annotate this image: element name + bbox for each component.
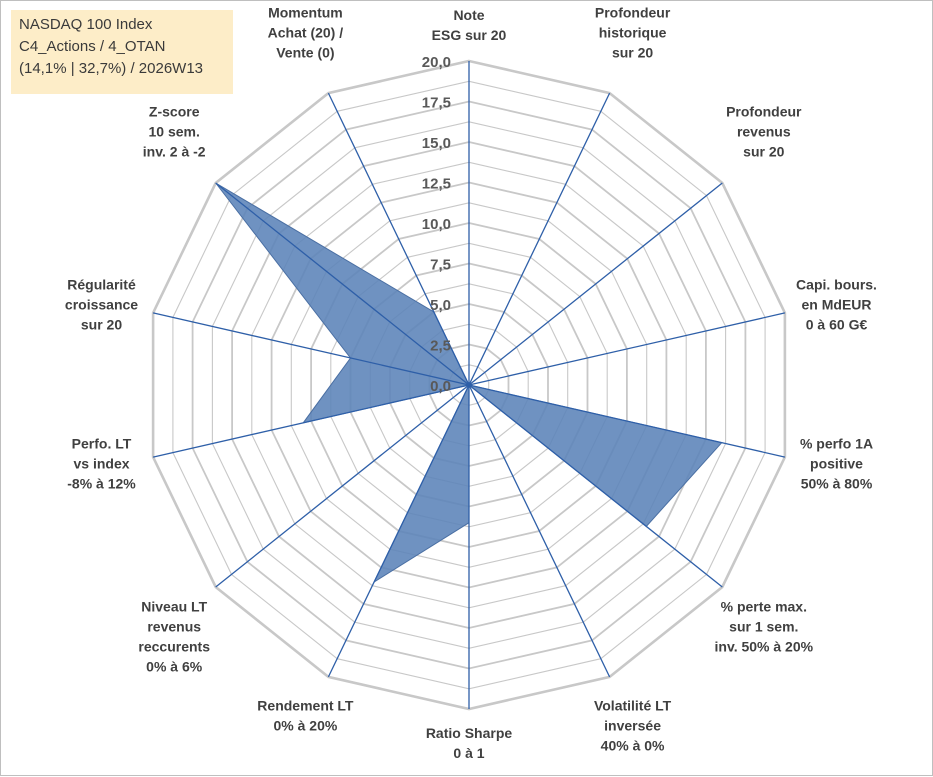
axis-spoke bbox=[468, 384, 611, 678]
axis-label: Momentum Achat (20) / Vente (0) bbox=[268, 4, 344, 60]
axis-label-line: % perfo 1A bbox=[800, 435, 873, 451]
spoke-layer bbox=[152, 61, 786, 709]
axis-label-line: revenus bbox=[147, 619, 201, 635]
axis-label: % perfo 1A positive 50% à 80% bbox=[800, 435, 873, 491]
tick-label: 10,0 bbox=[422, 216, 451, 233]
axis-spoke bbox=[468, 384, 723, 588]
axis-label-line: revenus bbox=[737, 123, 791, 139]
axis-label-line: vs index bbox=[73, 455, 129, 471]
axis-label-line: reccurents bbox=[138, 639, 210, 655]
info-index-name: NASDAQ 100 Index bbox=[19, 16, 153, 33]
axis-label-line: 0 à 1 bbox=[453, 745, 484, 761]
axis-label-line: inv. 2 à -2 bbox=[143, 143, 206, 159]
info-box: NASDAQ 100 Index C4_Actions / 4_OTAN (14… bbox=[11, 10, 233, 94]
axis-label: Volatilité LT inversée 40% à 0% bbox=[594, 698, 672, 754]
axis-label-line: 0 à 60 G€ bbox=[806, 317, 868, 333]
axis-label: Z-score 10 sem. inv. 2 à -2 bbox=[143, 103, 206, 159]
axis-label-line: Profondeur bbox=[595, 4, 671, 20]
axis-label: % perte max. sur 1 sem. inv. 50% à 20% bbox=[715, 599, 814, 655]
axis-label: Perfo. LT vs index -8% à 12% bbox=[67, 435, 136, 491]
tick-label: 15,0 bbox=[422, 135, 451, 152]
axis-label-line: sur 20 bbox=[81, 317, 122, 333]
axis-label-line: sur 20 bbox=[612, 44, 653, 60]
axis-spoke bbox=[327, 384, 470, 678]
tick-label: 0,0 bbox=[430, 378, 451, 395]
info-stats: (14,1% | 32,7%) / 2026W13 bbox=[19, 60, 203, 77]
axis-label-line: Perfo. LT bbox=[72, 435, 132, 451]
axis-label: Niveau LT revenus reccurents 0% à 6% bbox=[138, 599, 210, 675]
axis-spoke bbox=[468, 182, 723, 386]
axis-label: Capi. bours. en MdEUR 0 à 60 G€ bbox=[796, 277, 877, 333]
axis-label-line: -8% à 12% bbox=[67, 475, 136, 491]
axis-label-line: Capi. bours. bbox=[796, 277, 877, 293]
tick-label: 12,5 bbox=[422, 176, 451, 193]
axis-spoke bbox=[152, 312, 470, 386]
axis-label-line: Régularité bbox=[67, 277, 136, 293]
axis-label-line: 40% à 0% bbox=[601, 738, 665, 754]
tick-label: 2,5 bbox=[430, 338, 451, 355]
axis-label-line: 0% à 6% bbox=[146, 659, 203, 675]
axis-label-line: Note bbox=[453, 7, 484, 23]
axis-label-line: % perte max. bbox=[721, 599, 807, 615]
axis-label-line: Ratio Sharpe bbox=[426, 725, 513, 741]
axis-spoke bbox=[215, 384, 470, 588]
axis-label-line: Achat (20) / bbox=[268, 24, 344, 40]
axis-label-line: Rendement LT bbox=[257, 698, 354, 714]
axis-label: Profondeur historique sur 20 bbox=[595, 4, 671, 60]
axis-label-line: sur 20 bbox=[743, 143, 784, 159]
axis-label-line: Volatilité LT bbox=[594, 698, 672, 714]
axis-label-line: positive bbox=[810, 455, 863, 471]
axis-label-line: croissance bbox=[65, 297, 138, 313]
tick-label: 5,0 bbox=[430, 297, 451, 314]
axis-label: Régularité croissance sur 20 bbox=[65, 277, 138, 333]
axis-label-layer: Note ESG sur 20 Profondeur historique sur 20… bbox=[65, 4, 877, 761]
axis-spoke bbox=[468, 312, 786, 386]
tick-label: 7,5 bbox=[430, 257, 451, 274]
axis-label-line: 0% à 20% bbox=[273, 718, 337, 734]
axis-label: Profondeur revenus sur 20 bbox=[726, 103, 802, 159]
axis-label-line: inv. 50% à 20% bbox=[715, 639, 814, 655]
axis-spoke bbox=[468, 384, 786, 458]
axis-label: Ratio Sharpe 0 à 1 bbox=[426, 725, 513, 761]
axis-label: Note ESG sur 20 bbox=[432, 7, 507, 43]
axis-label-line: Vente (0) bbox=[276, 44, 334, 60]
axis-label-line: Momentum bbox=[268, 4, 343, 20]
axis-spoke bbox=[468, 92, 611, 386]
axis-label: Rendement LT 0% à 20% bbox=[257, 698, 354, 734]
axis-label-line: sur 1 sem. bbox=[729, 619, 798, 635]
axis-label-line: en MdEUR bbox=[802, 297, 872, 313]
axis-label-line: Profondeur bbox=[726, 103, 802, 119]
tick-label: 20,0 bbox=[422, 54, 451, 71]
axis-spoke bbox=[215, 182, 470, 386]
axis-label-line: inversée bbox=[604, 718, 661, 734]
tick-layer: 0,0 2,5 5,0 7,5 10,0 12,5 15,0 17,5 20,0 bbox=[422, 54, 451, 395]
axis-label-line: Niveau LT bbox=[141, 599, 207, 615]
axis-spoke bbox=[152, 384, 470, 458]
info-category: C4_Actions / 4_OTAN bbox=[19, 38, 166, 55]
axis-label-line: 50% à 80% bbox=[801, 475, 873, 491]
axis-label-line: historique bbox=[599, 24, 667, 40]
axis-label-line: 10 sem. bbox=[149, 123, 200, 139]
tick-label: 17,5 bbox=[422, 95, 451, 112]
axis-label-line: ESG sur 20 bbox=[432, 27, 507, 43]
axis-spoke bbox=[327, 92, 470, 386]
axis-label-line: Z-score bbox=[149, 103, 200, 119]
